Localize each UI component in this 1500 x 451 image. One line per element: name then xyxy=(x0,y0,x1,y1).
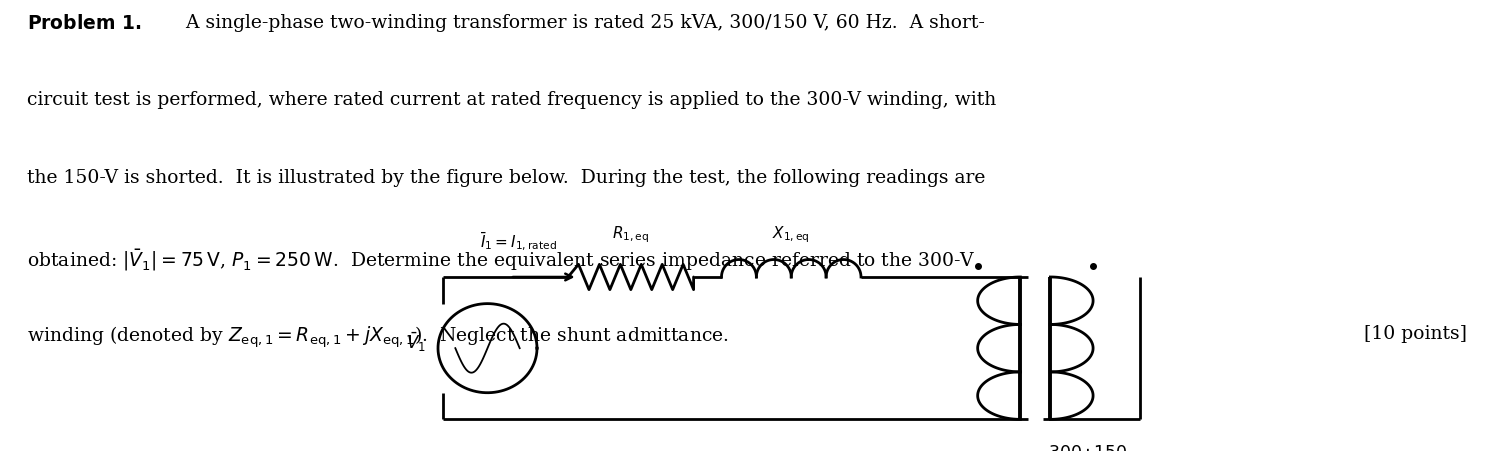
Text: $300 : 150$: $300 : 150$ xyxy=(1048,444,1128,451)
Text: [10 points]: [10 points] xyxy=(1364,324,1467,342)
Text: A single-phase two-winding transformer is rated 25 kVA, 300/150 V, 60 Hz.  A sho: A single-phase two-winding transformer i… xyxy=(174,14,986,32)
Text: $X_{1,\mathrm{eq}}$: $X_{1,\mathrm{eq}}$ xyxy=(772,224,810,244)
Text: $\bar{I}_1 = I_{1,\mathrm{rated}}$: $\bar{I}_1 = I_{1,\mathrm{rated}}$ xyxy=(480,230,556,253)
Text: $\bar{V}_1$: $\bar{V}_1$ xyxy=(406,330,426,354)
Text: $\mathbf{Problem\ 1.}$: $\mathbf{Problem\ 1.}$ xyxy=(27,14,141,32)
Text: the 150-V is shorted.  It is illustrated by the figure below.  During the test, : the 150-V is shorted. It is illustrated … xyxy=(27,169,986,187)
Text: circuit test is performed, where rated current at rated frequency is applied to : circuit test is performed, where rated c… xyxy=(27,91,996,109)
Text: $R_{1,\mathrm{eq}}$: $R_{1,\mathrm{eq}}$ xyxy=(612,224,650,244)
Text: winding (denoted by $Z_{\mathrm{eq},1} = R_{\mathrm{eq},1} + jX_{\mathrm{eq},1}$: winding (denoted by $Z_{\mathrm{eq},1} =… xyxy=(27,324,729,349)
Text: obtained: $|\bar{V}_1| = 75\,\mathrm{V}$, $P_1 = 250\,\mathrm{W}$.  Determine th: obtained: $|\bar{V}_1| = 75\,\mathrm{V}$… xyxy=(27,246,975,272)
